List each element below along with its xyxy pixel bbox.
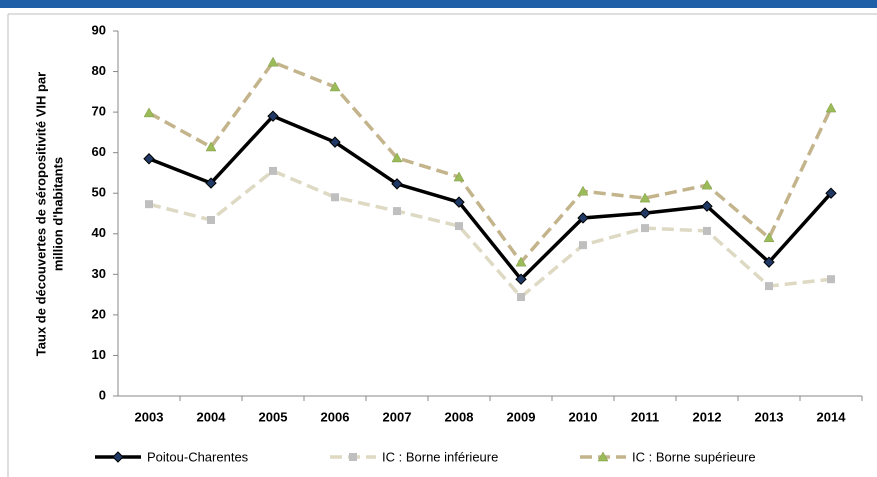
marker — [269, 166, 277, 175]
marker — [453, 171, 465, 182]
y-tick-label: 50 — [92, 185, 106, 200]
y-tick-label: 10 — [92, 347, 106, 362]
x-tick-label: 2013 — [755, 409, 784, 424]
marker — [827, 275, 835, 284]
marker — [639, 192, 651, 203]
marker — [763, 256, 775, 268]
marker — [145, 200, 153, 209]
y-axis-title: Taux de découvertes de séropositivité VI… — [33, 72, 48, 356]
legend-label: IC : Borne inférieure — [382, 449, 498, 464]
marker — [825, 102, 837, 113]
marker — [703, 226, 711, 235]
marker — [825, 187, 837, 199]
y-tick-label: 20 — [92, 306, 106, 321]
marker — [205, 141, 217, 152]
x-tick-label: 2010 — [569, 409, 598, 424]
marker — [701, 200, 713, 212]
y-tick-label: 60 — [92, 144, 106, 159]
marker — [143, 107, 155, 118]
marker — [143, 153, 155, 165]
marker — [515, 256, 527, 267]
y-tick-label: 30 — [92, 266, 106, 281]
legend-marker — [349, 453, 357, 461]
y-tick-label: 70 — [92, 104, 106, 119]
marker — [393, 207, 401, 216]
marker — [579, 241, 587, 250]
legend-label: Poitou-Charentes — [147, 449, 249, 464]
y-tick-label: 90 — [92, 22, 106, 37]
x-tick-label: 2014 — [817, 409, 847, 424]
x-tick-label: 2004 — [197, 409, 227, 424]
marker — [455, 222, 463, 231]
marker — [765, 282, 773, 291]
marker — [453, 196, 465, 208]
marker — [577, 212, 589, 224]
marker — [331, 193, 339, 202]
marker — [391, 152, 403, 163]
marker — [205, 177, 217, 189]
y-tick-label: 80 — [92, 63, 106, 78]
marker — [517, 293, 525, 302]
series-line — [148, 60, 833, 265]
legend-marker — [597, 451, 609, 462]
marker — [641, 224, 649, 233]
series-line — [148, 114, 833, 282]
x-tick-label: 2006 — [321, 409, 350, 424]
series-line — [148, 168, 832, 300]
marker — [701, 179, 713, 190]
legend-marker — [112, 451, 124, 463]
x-tick-label: 2009 — [507, 409, 536, 424]
y-tick-label: 0 — [99, 387, 106, 402]
y-tick-label: 40 — [92, 225, 106, 240]
x-tick-label: 2011 — [631, 409, 659, 424]
x-tick-label: 2003 — [135, 409, 164, 424]
marker — [329, 81, 341, 92]
marker — [639, 207, 651, 219]
x-tick-label: 2005 — [259, 409, 288, 424]
marker — [267, 110, 279, 122]
marker — [577, 185, 589, 196]
marker — [267, 56, 279, 67]
marker — [391, 178, 403, 190]
x-tick-label: 2008 — [445, 409, 474, 424]
marker — [763, 232, 775, 243]
marker — [329, 136, 341, 148]
y-axis-title: million d'habitants — [50, 157, 65, 271]
marker — [207, 215, 215, 224]
legend-label: IC : Borne supérieure — [632, 449, 756, 464]
x-tick-label: 2012 — [693, 409, 722, 424]
x-tick-label: 2007 — [383, 409, 412, 424]
marker — [515, 273, 527, 285]
top-bar — [0, 0, 877, 8]
